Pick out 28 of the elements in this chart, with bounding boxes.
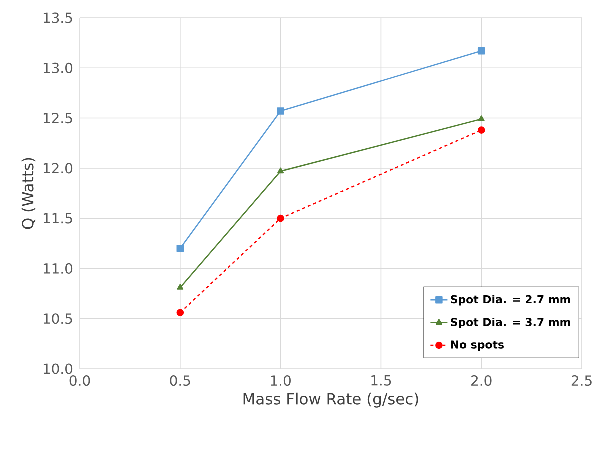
point <box>277 214 284 222</box>
x-tick-label: 1.5 <box>372 376 392 386</box>
x-tick-label: 2.0 <box>472 376 492 386</box>
x-tick-label: 0.0 <box>70 376 90 386</box>
y-axis-title: Q (Watts) <box>22 158 36 230</box>
x-axis-title: Mass Flow Rate (g/sec) <box>244 392 418 408</box>
point <box>478 116 485 122</box>
y-tick-label: 12.0 <box>44 163 73 174</box>
point <box>176 309 184 316</box>
point <box>278 168 284 174</box>
y-tick-label: 10.0 <box>44 364 73 374</box>
legend-label: No spots <box>451 340 504 351</box>
y-tick-label: 12.5 <box>44 113 72 124</box>
y-tick-label: 13.0 <box>44 62 73 74</box>
y-tick-label: 11.5 <box>44 213 72 224</box>
y-tick-label: 13.5 <box>44 12 72 24</box>
point <box>478 126 486 134</box>
x-tick-label: 0.5 <box>170 376 190 386</box>
legend-label: Spot Dia. = 3.7 mm <box>451 318 570 329</box>
y-tick-label: 11.0 <box>44 263 73 274</box>
y-tick-label: 10.5 <box>44 314 72 324</box>
x-tick-label: 2.5 <box>572 376 592 386</box>
point <box>277 108 284 115</box>
point <box>478 47 486 55</box>
point <box>176 245 184 252</box>
x-tick-label: 1.0 <box>271 376 291 386</box>
legend-label: Spot Dia. = 2.7 mm <box>451 295 570 306</box>
point <box>177 284 184 290</box>
